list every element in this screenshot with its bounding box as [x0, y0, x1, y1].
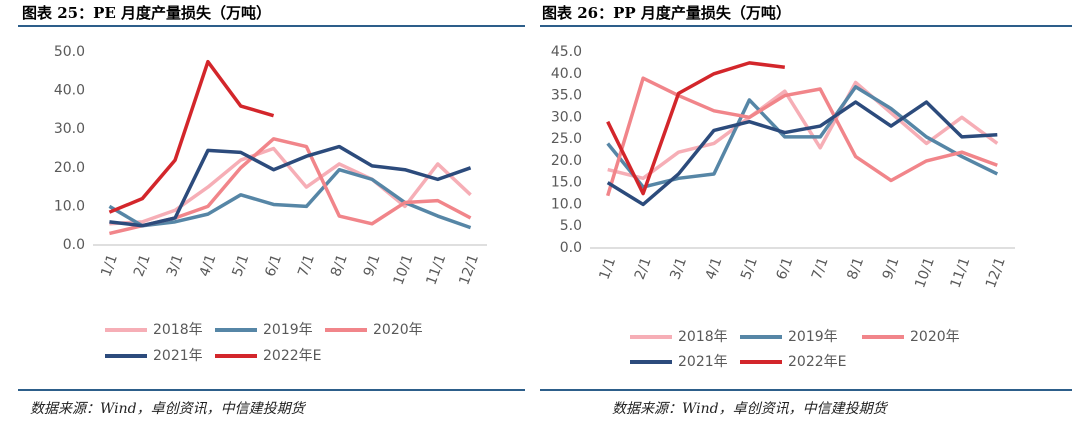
legend-label: 2021年	[153, 348, 203, 364]
y-tick-label: 40.0	[54, 83, 85, 99]
x-tick-label: 7/1	[295, 252, 318, 279]
x-tick-label: 5/1	[230, 252, 253, 279]
source-note: 数据来源：Wind，卓创资讯，中信建投期货	[30, 401, 307, 417]
x-tick-label: 8/1	[844, 255, 867, 282]
series-line	[606, 76, 998, 197]
y-tick-label: 30.0	[54, 121, 85, 137]
y-tick-label: 0.0	[560, 240, 582, 256]
x-tick-label: 10/1	[912, 255, 938, 290]
y-tick-label: 15.0	[551, 175, 582, 191]
x-tick-label: 12/1	[456, 252, 482, 287]
y-tick-label: 30.0	[551, 109, 582, 125]
y-tick-label: 10.0	[54, 198, 85, 214]
x-tick-label: 6/1	[774, 255, 797, 282]
x-tick-label: 1/1	[596, 255, 619, 282]
series-line	[109, 146, 472, 226]
x-tick-label: 6/1	[262, 252, 285, 279]
chart-title: 图表 26：PP 月度产量损失（万吨）	[542, 4, 791, 22]
series-line	[108, 59, 275, 214]
y-tick-label: 35.0	[551, 88, 582, 104]
legend-label: 2022年E	[788, 354, 846, 370]
y-tick-label: 40.0	[551, 66, 582, 82]
legend-label: 2018年	[678, 329, 728, 345]
legend-label: 2019年	[788, 329, 838, 345]
chart-title: 图表 25：PE 月度产量损失（万吨）	[22, 4, 271, 22]
legend-label: 2022年E	[263, 348, 321, 364]
series-line	[606, 85, 999, 189]
y-tick-label: 20.0	[54, 160, 85, 176]
y-tick-label: 10.0	[551, 196, 582, 212]
x-tick-label: 12/1	[983, 255, 1009, 290]
x-tick-label: 1/1	[98, 252, 121, 279]
x-tick-label: 3/1	[164, 252, 187, 279]
x-tick-label: 3/1	[667, 255, 690, 282]
x-tick-label: 2/1	[131, 252, 154, 279]
x-tick-label: 11/1	[423, 252, 449, 287]
y-tick-label: 45.0	[551, 44, 582, 60]
x-tick-label: 9/1	[880, 255, 903, 282]
legend-label: 2018年	[153, 322, 203, 338]
legend-label: 2020年	[910, 329, 960, 345]
y-tick-label: 20.0	[551, 153, 582, 169]
x-tick-label: 9/1	[361, 252, 384, 279]
x-tick-label: 4/1	[197, 252, 220, 279]
x-tick-label: 2/1	[632, 255, 655, 282]
x-tick-label: 7/1	[809, 255, 832, 282]
y-tick-label: 5.0	[560, 218, 582, 234]
y-tick-label: 0.0	[63, 237, 85, 253]
legend-label: 2019年	[263, 322, 313, 338]
x-tick-label: 4/1	[703, 255, 726, 282]
series-line	[606, 100, 998, 207]
series-line	[109, 144, 472, 228]
source-note: 数据来源：Wind，卓创资讯，中信建投期货	[612, 401, 889, 417]
legend-label: 2020年	[373, 322, 423, 338]
y-tick-label: 25.0	[551, 131, 582, 147]
series-line	[606, 61, 786, 196]
x-tick-label: 11/1	[948, 255, 974, 290]
series-line	[108, 167, 472, 230]
legend-label: 2021年	[678, 354, 728, 370]
x-tick-label: 10/1	[391, 252, 417, 287]
y-tick-label: 50.0	[54, 44, 85, 60]
x-tick-label: 5/1	[738, 255, 761, 282]
x-tick-label: 8/1	[328, 252, 351, 279]
